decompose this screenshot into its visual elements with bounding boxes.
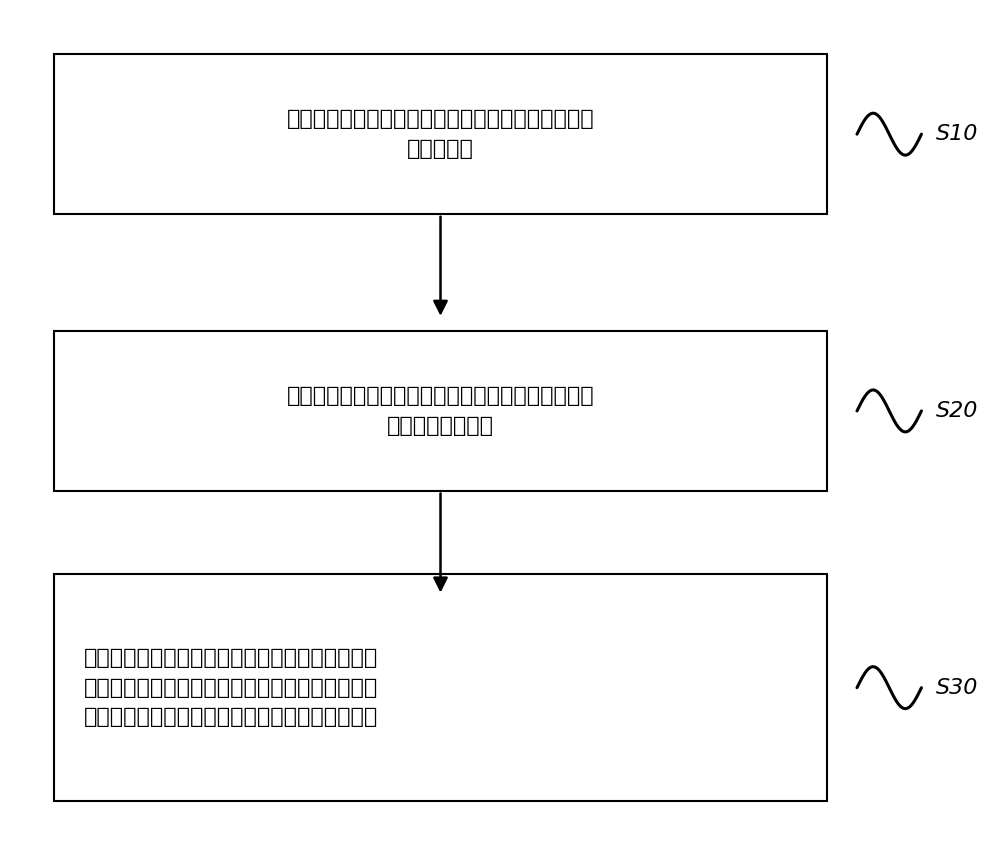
Text: S10: S10 (936, 125, 979, 144)
Text: S30: S30 (936, 678, 979, 698)
Text: S20: S20 (936, 401, 979, 421)
Bar (54, 54, 827, 213)
Text: 模型生成系统与实验大动物体内的三腔起搚器建立无
线通信连接: 模型生成系统与实验大动物体内的三腔起搚器建立无 线通信连接 (287, 109, 594, 159)
Bar (54, 574, 827, 801)
Text: 模型生成系统采用预设的信号对应关系从监测信号
中提取房颤持续时间数据、房颤负荷率数据和胸腔
内阻抗数据，生成动物心力衰竭合并心房颤动模型: 模型生成系统采用预设的信号对应关系从监测信号 中提取房颤持续时间数据、房颤负荷率… (84, 648, 378, 728)
Text: 模型生成系统通过三腔起搚器获得心房电活动和心室
电活动的监测信号: 模型生成系统通过三腔起搚器获得心房电活动和心室 电活动的监测信号 (287, 386, 594, 435)
Bar (54, 331, 827, 490)
